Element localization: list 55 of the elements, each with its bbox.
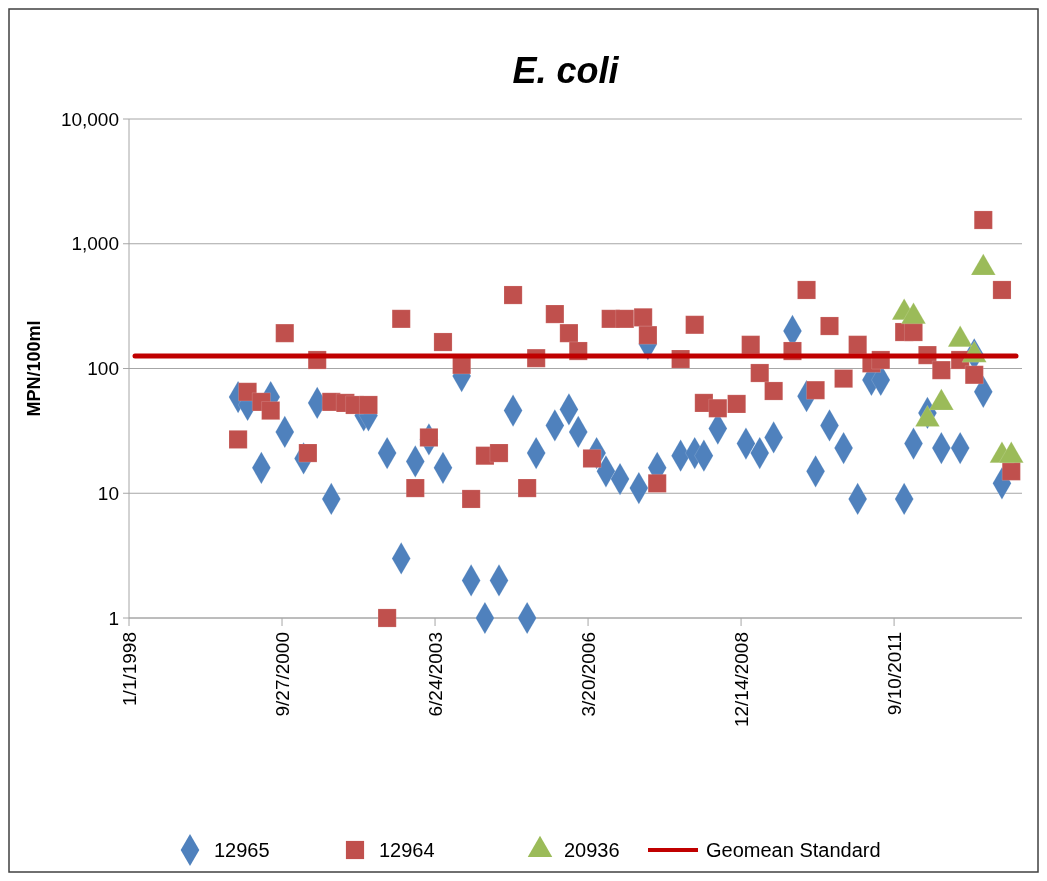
x-tick-label: 1/1/1998 — [118, 632, 140, 706]
point — [461, 489, 481, 509]
legend-label: 20936 — [564, 839, 620, 861]
point — [638, 325, 658, 345]
point — [359, 395, 378, 415]
point — [964, 365, 984, 385]
y-tick-label: 10,000 — [60, 108, 119, 130]
y-axis-title: MPN/100ml — [24, 320, 44, 417]
point — [764, 381, 783, 401]
point — [806, 380, 825, 400]
point — [298, 443, 318, 463]
legend-label: 12964 — [379, 839, 435, 861]
point — [973, 210, 993, 230]
point — [741, 335, 761, 355]
x-tick-label: 9/10/2011 — [883, 632, 905, 716]
point — [834, 369, 853, 388]
point — [545, 304, 565, 324]
point — [708, 398, 728, 418]
point — [405, 478, 425, 498]
point — [932, 360, 951, 380]
point — [228, 430, 248, 449]
point — [582, 449, 602, 468]
y-tick-label: 10 — [97, 482, 119, 504]
point — [433, 332, 453, 352]
point — [615, 309, 635, 329]
x-tick-label: 9/27/2000 — [271, 632, 293, 717]
x-tick-label: 12/14/2008 — [730, 632, 752, 728]
point — [848, 335, 867, 355]
y-tick-label: 100 — [87, 358, 119, 380]
y-tick-label: 1,000 — [71, 233, 119, 255]
point — [685, 315, 705, 335]
point — [727, 394, 746, 414]
legend-label: Geomean Standard — [706, 839, 881, 861]
point — [261, 401, 281, 420]
chart-title: E. coli — [512, 50, 620, 91]
point — [489, 443, 509, 463]
point — [275, 323, 295, 343]
point — [633, 308, 653, 327]
point — [517, 478, 537, 498]
x-tick-label: 6/24/2003 — [424, 632, 446, 717]
point — [1001, 461, 1021, 481]
point — [559, 323, 579, 343]
point — [419, 428, 439, 447]
point — [820, 316, 839, 336]
point — [750, 363, 770, 383]
point — [647, 474, 667, 493]
point — [797, 280, 816, 300]
point — [992, 280, 1012, 300]
point — [503, 285, 523, 305]
legend-label: 12965 — [214, 839, 270, 861]
point — [904, 322, 923, 342]
x-tick-label: 3/20/2006 — [577, 632, 599, 717]
point — [391, 309, 411, 329]
y-tick-label: 1 — [108, 607, 119, 629]
point — [377, 608, 397, 628]
